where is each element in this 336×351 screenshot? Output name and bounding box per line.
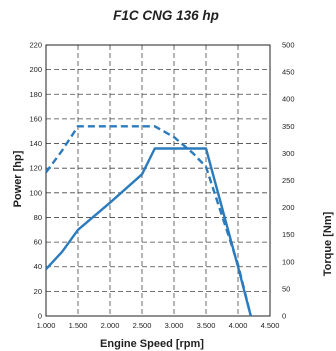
y-tick-label: 120 (29, 164, 42, 173)
x-tick-label: 3.500 (197, 321, 216, 330)
y-axis-label: Power [hp] (12, 150, 24, 207)
y-tick-label: 20 (34, 287, 42, 296)
grid (45, 44, 271, 317)
y2-tick-label: 250 (282, 176, 295, 185)
y-tick-label: 200 (29, 65, 42, 74)
x-tick-label: 2.500 (133, 321, 152, 330)
y-tick-label: 80 (34, 213, 42, 222)
y2-axis-label: Torque [Nm] (322, 211, 334, 276)
y-tick-label: 0 (38, 312, 42, 321)
ticks: 1.000 1.500 2.000 2.500 3.000 3.500 4.000 4.500… (29, 41, 294, 331)
x-tick-label: 4.000 (229, 321, 248, 330)
x-tick-label: 2.000 (101, 321, 120, 330)
chart-title: F1C CNG 136 hp (113, 8, 219, 23)
y2-tick-label: 50 (282, 284, 290, 293)
x-tick-label: 4.500 (261, 321, 280, 330)
torque-curve (45, 125, 252, 317)
y2-tick-label: 500 (282, 41, 295, 50)
y2-tick-label: 200 (282, 203, 295, 212)
y-tick-label: 100 (29, 188, 42, 197)
y-tick-label: 40 (34, 262, 42, 271)
x-tick-label: 1.500 (69, 321, 88, 330)
x-tick-label: 3.000 (165, 321, 184, 330)
y-tick-label: 140 (29, 139, 42, 148)
y2-tick-label: 300 (282, 149, 295, 158)
y-tick-label: 60 (34, 238, 42, 247)
y2-tick-label: 350 (282, 122, 295, 131)
power-curve (45, 147, 252, 317)
plot-frame (45, 44, 271, 317)
y-tick-label: 220 (29, 41, 42, 50)
y2-tick-label: 150 (282, 230, 295, 239)
y2-tick-label: 0 (282, 312, 286, 321)
x-axis-label: Engine Speed [rpm] (100, 338, 204, 350)
series (45, 125, 252, 317)
y-tick-label: 160 (29, 114, 42, 123)
x-tick-label: 1.000 (37, 321, 56, 330)
y2-tick-label: 400 (282, 95, 295, 104)
y2-tick-label: 450 (282, 68, 295, 77)
y-tick-label: 180 (29, 90, 42, 99)
y2-tick-label: 100 (282, 257, 295, 266)
